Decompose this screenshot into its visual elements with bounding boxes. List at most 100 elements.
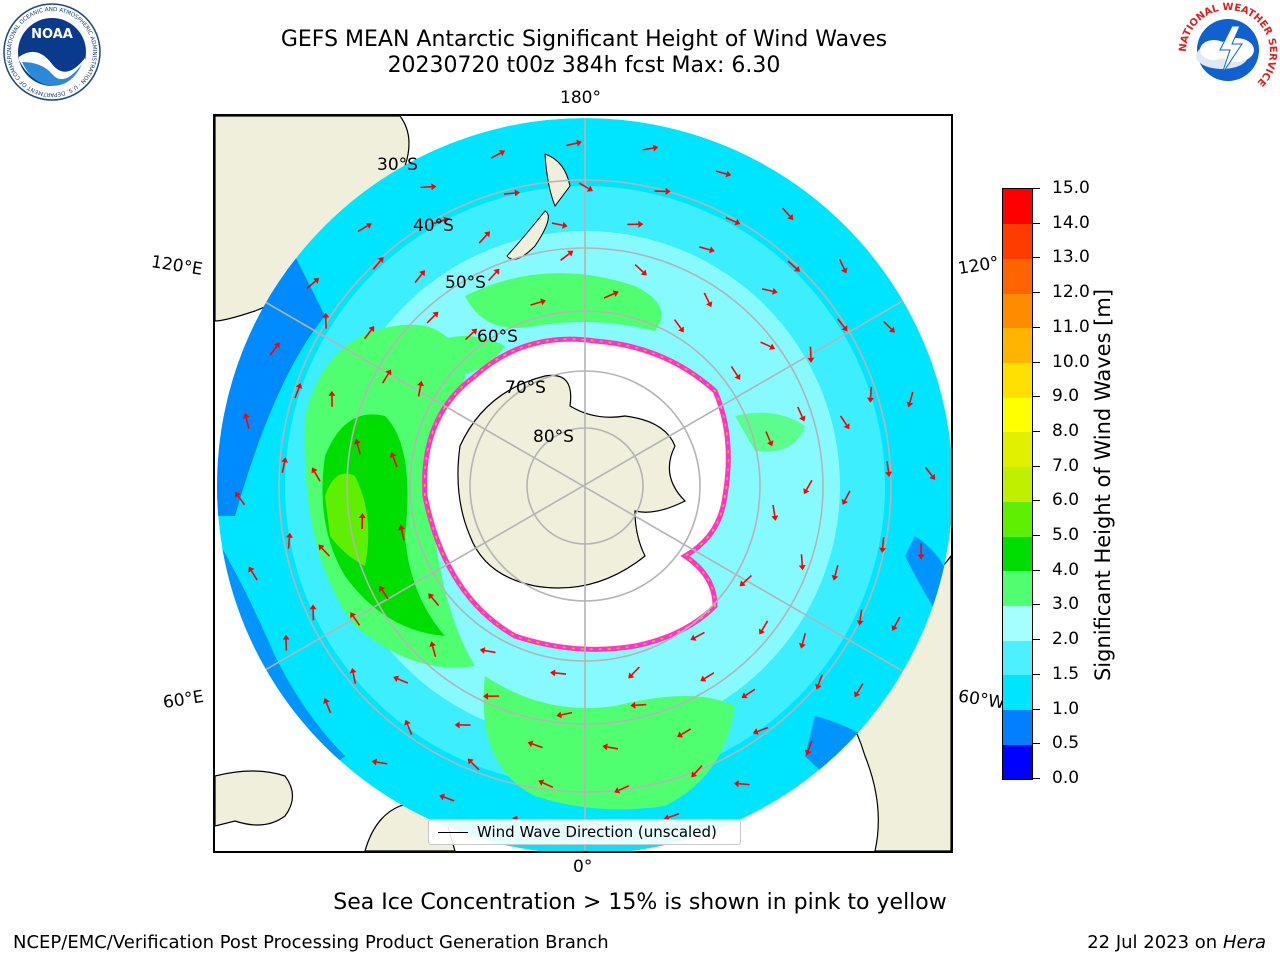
wind-wave-arrow bbox=[886, 460, 890, 473]
wind-wave-arrow bbox=[807, 740, 813, 752]
wind-wave-arrowhead bbox=[419, 270, 426, 277]
wind-wave-arrowhead bbox=[793, 265, 801, 272]
colorbar-tick-label: 9.0 bbox=[1052, 386, 1080, 407]
wind-wave-arrow bbox=[699, 246, 711, 251]
wind-wave-arrow bbox=[433, 219, 445, 225]
wind-wave-arrowhead bbox=[514, 189, 520, 197]
wind-wave-arrow bbox=[376, 761, 388, 765]
lat-label-80s: 80°S bbox=[533, 427, 574, 447]
wind-wave-arrowhead bbox=[429, 641, 436, 648]
wind-wave-arrowhead bbox=[758, 628, 765, 635]
wind-wave-arrowhead bbox=[676, 731, 684, 738]
wind-wave-arrow bbox=[909, 391, 914, 403]
footer-credit: NCEP/EMC/Verification Post Processing Pr… bbox=[13, 932, 609, 953]
wind-wave-arrow bbox=[635, 703, 647, 707]
wind-wave-arrow bbox=[530, 301, 542, 306]
wind-wave-arrow bbox=[603, 292, 615, 299]
wind-wave-arrow bbox=[742, 574, 752, 584]
colorbar-tick-mark bbox=[1033, 396, 1040, 398]
colorbar-tick-label: 7.0 bbox=[1052, 455, 1080, 476]
wind-wave-arrowhead bbox=[358, 513, 366, 519]
lat-label-30s: 30°S bbox=[377, 155, 418, 175]
wind-wave-arrow bbox=[321, 547, 331, 557]
colorbar-tick-mark bbox=[1033, 673, 1040, 675]
colorbar-tick-mark bbox=[1033, 743, 1040, 745]
wind-wave-arrow bbox=[883, 320, 892, 330]
wind-wave-arrowhead bbox=[856, 620, 864, 626]
colorbar-tick-label: 10.0 bbox=[1052, 351, 1090, 372]
wind-wave-arrowhead bbox=[556, 711, 562, 719]
colorbar-tick-label: 4.0 bbox=[1052, 559, 1080, 580]
wind-wave-arrow bbox=[881, 536, 885, 549]
wind-wave-arrowhead bbox=[467, 758, 474, 765]
legend-line-sample bbox=[438, 832, 468, 833]
wind-wave-arrowhead bbox=[709, 246, 715, 254]
colorbar-tick-label: 8.0 bbox=[1052, 420, 1080, 441]
lon-label-120e: 120°E bbox=[149, 252, 204, 280]
wind-wave-arrowhead bbox=[443, 216, 450, 224]
wind-wave-arrow bbox=[673, 319, 682, 329]
wind-wave-arrowhead bbox=[734, 373, 741, 380]
wind-wave-arrow bbox=[836, 318, 845, 328]
wind-wave-arrowhead bbox=[389, 452, 397, 458]
wind-wave-arrowhead bbox=[527, 740, 534, 748]
wind-wave-arrow bbox=[357, 225, 368, 233]
wind-wave-arrowhead bbox=[550, 669, 556, 677]
wind-wave-arrowhead bbox=[562, 221, 568, 229]
colorbar-tick-label: 12.0 bbox=[1052, 282, 1090, 303]
wind-wave-arrowhead bbox=[417, 380, 425, 387]
wind-wave-arrowhead bbox=[891, 624, 898, 631]
legend-label: Wind Wave Direction (unscaled) bbox=[477, 823, 717, 841]
wind-wave-arrowhead bbox=[807, 357, 815, 363]
wind-wave-arrowhead bbox=[365, 222, 372, 229]
wind-wave-arrow bbox=[634, 264, 644, 273]
wind-wave-arrow bbox=[269, 345, 278, 356]
wind-wave-arrowhead bbox=[831, 574, 839, 581]
wind-wave-arrowhead bbox=[349, 667, 357, 674]
colorbar-tick-mark bbox=[1033, 465, 1040, 467]
colorbar-segment bbox=[1003, 605, 1032, 641]
map-canvas: 30°S 40°S 50°S 60°S 70°S 80°S bbox=[215, 116, 951, 851]
wind-wave-arrow bbox=[680, 728, 692, 736]
colorbar-segment bbox=[1003, 466, 1032, 502]
wind-wave-arrow bbox=[352, 672, 357, 684]
wind-wave-arrow bbox=[420, 185, 432, 189]
wind-wave-arrow bbox=[801, 633, 807, 645]
wind-wave-arrow bbox=[765, 431, 772, 443]
colorbar-tick-mark bbox=[1033, 292, 1040, 294]
wind-wave-arrow bbox=[531, 743, 543, 749]
wind-wave-arrowhead bbox=[379, 585, 385, 592]
wind-wave-arrow bbox=[554, 672, 567, 675]
wind-wave-arrowhead bbox=[741, 692, 748, 699]
colorbar-tick-label: 11.0 bbox=[1052, 316, 1090, 337]
wind-wave-arrowhead bbox=[295, 383, 303, 389]
polar-map: 30°S 40°S 50°S 60°S 70°S 80°S Wind Wave … bbox=[213, 114, 953, 853]
wind-wave-arrowhead bbox=[350, 612, 357, 619]
wind-wave-arrow bbox=[250, 570, 258, 581]
wind-wave-arrowhead bbox=[769, 343, 776, 350]
colorbar-tick-mark bbox=[1033, 604, 1040, 606]
wind-wave-arrowhead bbox=[799, 415, 806, 422]
wind-wave-arrowhead bbox=[353, 438, 361, 445]
wind-wave-arrow bbox=[725, 216, 737, 223]
wind-wave-arrowhead bbox=[803, 488, 810, 495]
wind-wave-arrow bbox=[787, 260, 797, 270]
wind-wave-arrowhead bbox=[628, 672, 635, 679]
wind-wave-arrowhead bbox=[804, 749, 812, 756]
wind-wave-arrowhead bbox=[576, 139, 582, 147]
colorbar-tick-label: 2.0 bbox=[1052, 629, 1080, 650]
wind-wave-arrowhead bbox=[318, 544, 325, 551]
wind-wave-arrow bbox=[761, 288, 773, 293]
colorbar-segment bbox=[1003, 501, 1032, 537]
wind-wave-arrowhead bbox=[854, 691, 861, 698]
wind-wave-arrow bbox=[484, 649, 496, 654]
wind-wave-arrowhead bbox=[371, 758, 378, 766]
wind-wave-arrow bbox=[607, 746, 619, 750]
colorbar-segment bbox=[1003, 570, 1032, 606]
wind-wave-arrowhead bbox=[586, 185, 593, 192]
wind-wave-arrowhead bbox=[538, 779, 545, 786]
lat-label-40s: 40°S bbox=[413, 216, 454, 236]
wind-wave-arrowhead bbox=[479, 647, 486, 654]
wind-wave-arrow bbox=[772, 504, 776, 517]
colorbar-tick-label: 1.0 bbox=[1052, 698, 1080, 719]
